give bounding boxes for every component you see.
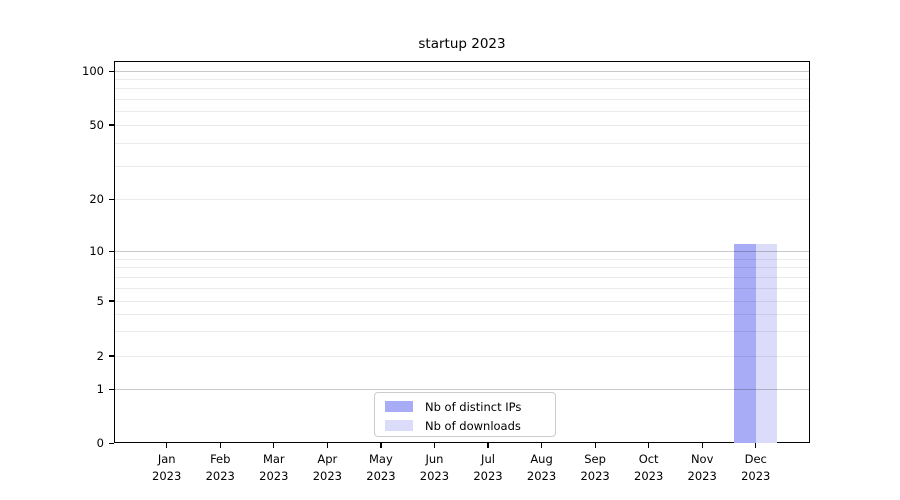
y-tick-mark bbox=[109, 300, 114, 302]
x-tick-mark bbox=[326, 443, 329, 448]
x-tick-mark bbox=[540, 443, 543, 448]
y-tick-mark bbox=[109, 442, 114, 444]
x-tick-mark bbox=[273, 443, 275, 448]
x-tick-mark bbox=[755, 443, 757, 448]
x-tick-mark bbox=[219, 443, 221, 448]
legend: Nb of distinct IPs Nb of downloads bbox=[374, 392, 556, 437]
y-tick-label: 100 bbox=[82, 64, 104, 78]
x-tick-mark bbox=[433, 443, 436, 448]
x-tick-label: Dec 2023 bbox=[741, 452, 771, 483]
x-tick-label: Nov 2023 bbox=[687, 452, 717, 483]
y-tick-mark bbox=[109, 355, 114, 357]
plot-area bbox=[114, 61, 810, 443]
y-tick-mark bbox=[109, 250, 114, 252]
x-tick-label: Jan 2023 bbox=[152, 452, 182, 483]
y-tick-mark bbox=[109, 124, 114, 126]
y-tick-label: 2 bbox=[96, 348, 104, 363]
y-tick-mark bbox=[109, 198, 114, 200]
x-tick-mark bbox=[487, 443, 489, 448]
y-tick-label: 10 bbox=[89, 244, 104, 258]
chart-title: startup 2023 bbox=[418, 36, 506, 52]
x-tick-mark bbox=[701, 443, 703, 448]
legend-label-distinct-ips: Nb of distinct IPs bbox=[425, 399, 522, 414]
bar-nb-of-downloads bbox=[755, 243, 778, 443]
x-tick-label: Aug 2023 bbox=[526, 452, 557, 483]
x-tick-label: Oct 2023 bbox=[634, 452, 664, 483]
legend-swatch-distinct-ips-icon bbox=[385, 401, 413, 412]
legend-label-downloads: Nb of downloads bbox=[425, 418, 521, 433]
x-tick-mark bbox=[166, 443, 168, 448]
legend-item-downloads: Nb of downloads bbox=[385, 417, 547, 434]
x-tick-label: Mar 2023 bbox=[259, 452, 289, 483]
x-tick-label: Jun 2023 bbox=[419, 452, 450, 483]
y-tick-label: 20 bbox=[89, 192, 104, 207]
x-tick-label: Jul 2023 bbox=[473, 452, 503, 483]
legend-item-distinct-ips: Nb of distinct IPs bbox=[385, 398, 547, 415]
x-tick-mark bbox=[648, 443, 650, 448]
y-tick-mark bbox=[109, 388, 114, 390]
legend-swatch-downloads-icon bbox=[385, 420, 413, 431]
y-tick-mark bbox=[109, 70, 114, 72]
x-tick-label: May 2023 bbox=[366, 452, 396, 483]
x-tick-mark bbox=[594, 443, 596, 448]
x-tick-label: Sep 2023 bbox=[580, 452, 610, 483]
bar-nb-of-distinct-ips bbox=[734, 243, 756, 443]
y-tick-label: 1 bbox=[96, 382, 104, 397]
x-tick-label: Apr 2023 bbox=[312, 452, 342, 483]
x-tick-mark bbox=[380, 443, 382, 448]
x-tick-label: Feb 2023 bbox=[205, 452, 235, 483]
y-tick-label: 0 bbox=[96, 436, 104, 450]
y-tick-label: 5 bbox=[96, 293, 104, 308]
y-tick-label: 50 bbox=[89, 117, 104, 132]
